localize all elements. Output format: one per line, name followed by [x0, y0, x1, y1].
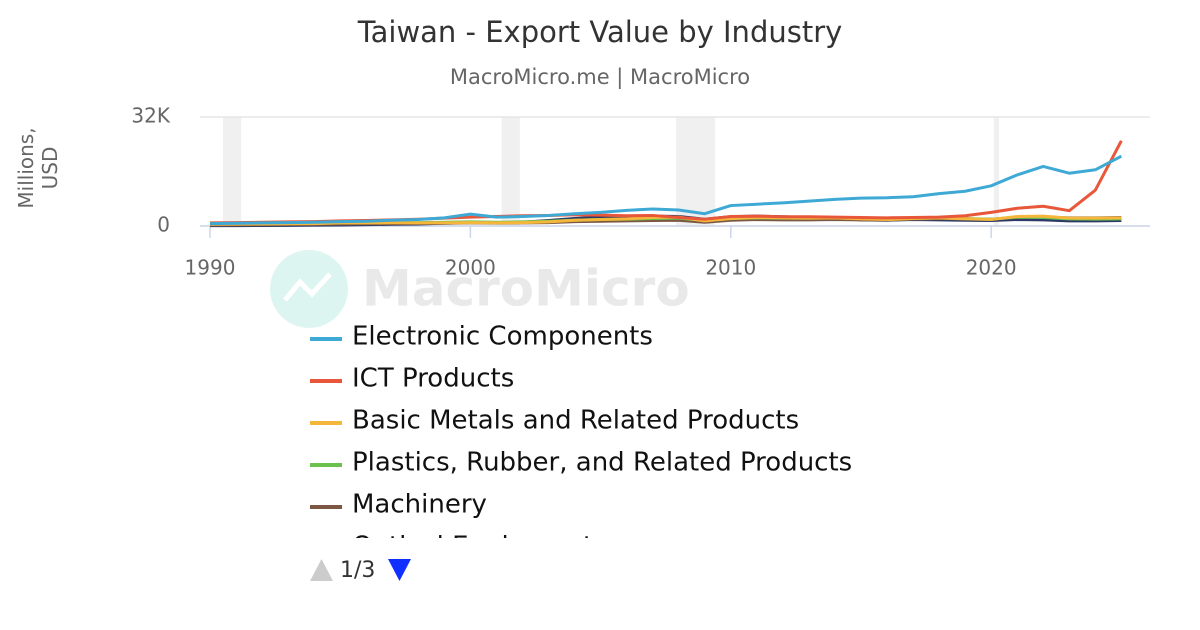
- chart-title: Taiwan - Export Value by Industry: [357, 15, 843, 49]
- legend-next[interactable]: [388, 559, 411, 581]
- recession-band: [676, 117, 716, 226]
- legend-prev[interactable]: [310, 559, 333, 581]
- x-tick-label: 2020: [966, 256, 1017, 280]
- chart-subtitle: MacroMicro.me | MacroMicro: [450, 65, 750, 90]
- legend-label: Optical Equipment: [352, 532, 593, 562]
- watermark-text: MacroMicro: [362, 260, 690, 318]
- recession-band: [993, 117, 999, 226]
- recession-band: [501, 117, 520, 226]
- recession-band: [223, 117, 242, 226]
- x-tick-label: 2010: [705, 256, 756, 280]
- legend-label: Electronic Components: [352, 322, 653, 352]
- y-axis-label: Millions, USD: [14, 127, 62, 209]
- legend-label: Machinery: [352, 490, 487, 520]
- legend-label: Plastics, Rubber, and Related Products: [352, 448, 852, 478]
- y-tick-label: 32K: [131, 104, 170, 128]
- watermark: MacroMicro: [270, 250, 690, 328]
- legend-label: ICT Products: [352, 364, 514, 394]
- series-line: [209, 154, 1123, 226]
- x-tick-label: 1990: [185, 256, 236, 280]
- legend-label: Basic Metals and Related Products: [352, 406, 799, 436]
- legend-page: 1/3: [340, 558, 375, 583]
- y-tick-label: 0: [157, 213, 170, 237]
- x-tick-label: 2000: [445, 256, 496, 280]
